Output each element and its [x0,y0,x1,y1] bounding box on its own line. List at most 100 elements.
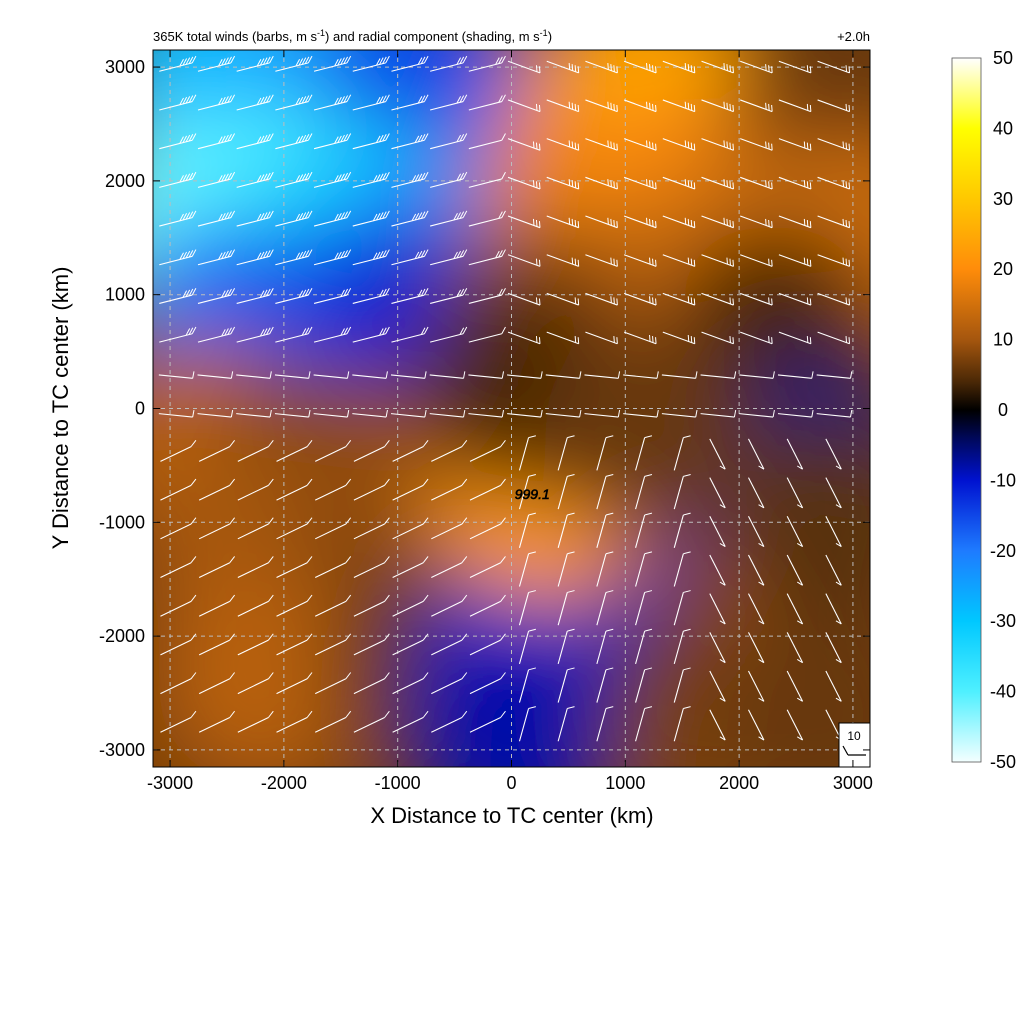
x-tick-label: 2000 [719,773,759,793]
wind-barb [661,371,698,379]
wind-barb [673,667,691,703]
wind-barb [747,670,765,702]
wind-barb [352,210,390,227]
wind-barb [352,288,390,304]
wind-barb [786,709,804,741]
x-tick-label: 3000 [833,773,873,793]
wind-barb [518,473,536,510]
wind-barb [430,171,468,188]
wind-barb [275,210,313,227]
wind-barb [817,99,851,113]
wind-barb [507,409,543,418]
wind-barb [275,171,313,188]
wind-barb [701,331,734,345]
wind-barb [623,371,659,379]
wind-barb [468,326,506,343]
wind-barb [236,409,272,418]
colorbar-tick-label: 50 [993,48,1013,68]
shading-cell-36 [725,610,870,767]
wind-barb [391,133,429,150]
x-tick-label: -2000 [261,773,307,793]
wind-barb [546,331,580,345]
wind-barb [747,632,765,664]
wind-barb [596,435,614,471]
wind-barb [430,210,468,227]
wind-barb [546,60,580,74]
tc-center-label: 999.1 [515,486,550,502]
wind-barb [430,288,468,304]
wind-barb [518,706,536,742]
wind-barb [314,672,352,695]
wind-barb [236,133,274,150]
y-tick-label: 3000 [105,57,145,77]
wind-barb [159,249,197,266]
wind-barb [160,478,197,501]
wind-barb [825,477,842,509]
wind-barb [469,672,506,695]
wind-barb [160,594,197,617]
wind-barb [786,554,804,586]
wind-barb [197,371,234,379]
wind-barb [584,409,621,418]
wind-barb [353,672,390,695]
wind-barb [747,477,765,509]
wind-barb [546,99,580,113]
wind-barb [431,594,468,617]
wind-barb [352,371,388,379]
wind-barb [786,516,804,547]
y-tick-label: 0 [135,399,145,419]
wind-barb [816,409,853,418]
wind-barb [197,94,236,111]
reference-barb-label: 10 [847,729,861,743]
wind-barb [623,292,657,306]
wind-barb [635,435,653,471]
wind-barb [817,254,851,267]
wind-barb [431,478,468,501]
wind-barb [585,138,618,151]
wind-barb [740,99,773,113]
wind-barb [159,288,197,304]
wind-barb [159,133,197,150]
wind-barb [236,249,274,266]
wind-barb [392,556,429,578]
wind-barb [160,633,197,656]
wind-barb [662,60,696,74]
wind-barb [635,667,653,703]
wind-barb [237,440,274,462]
wind-barb [673,512,691,548]
wind-barb [275,288,313,304]
wind-barb [709,554,726,586]
wind-barb [392,517,429,540]
wind-barb [739,371,775,379]
wind-barb [159,326,197,343]
wind-barb [198,517,236,540]
reference-barb-flag [842,745,849,756]
wind-barb [557,706,575,742]
wind-barb [430,249,468,266]
wind-barb [391,210,429,227]
wind-barb [817,215,851,229]
wind-barb [585,292,618,306]
wind-barb [274,371,311,379]
wind-barb [635,590,653,626]
wind-barb [661,409,698,418]
wind-barb [662,138,696,151]
wind-barb [662,99,696,113]
wind-barb [275,94,313,111]
wind-barb [700,371,737,379]
wind-barb [236,55,274,72]
wind-barb [585,99,618,113]
wind-barb [237,594,274,617]
wind-barb [623,138,657,151]
wind-barb [673,706,691,742]
wind-barb [596,590,614,626]
wind-barb [430,133,468,150]
wind-barb [701,138,734,151]
wind-barb [701,215,734,229]
wind-barb [392,672,429,695]
wind-barb [817,138,851,151]
wind-barb [353,633,390,656]
wind-barb [468,249,506,266]
wind-barb [353,478,390,501]
wind-barb [160,517,197,540]
